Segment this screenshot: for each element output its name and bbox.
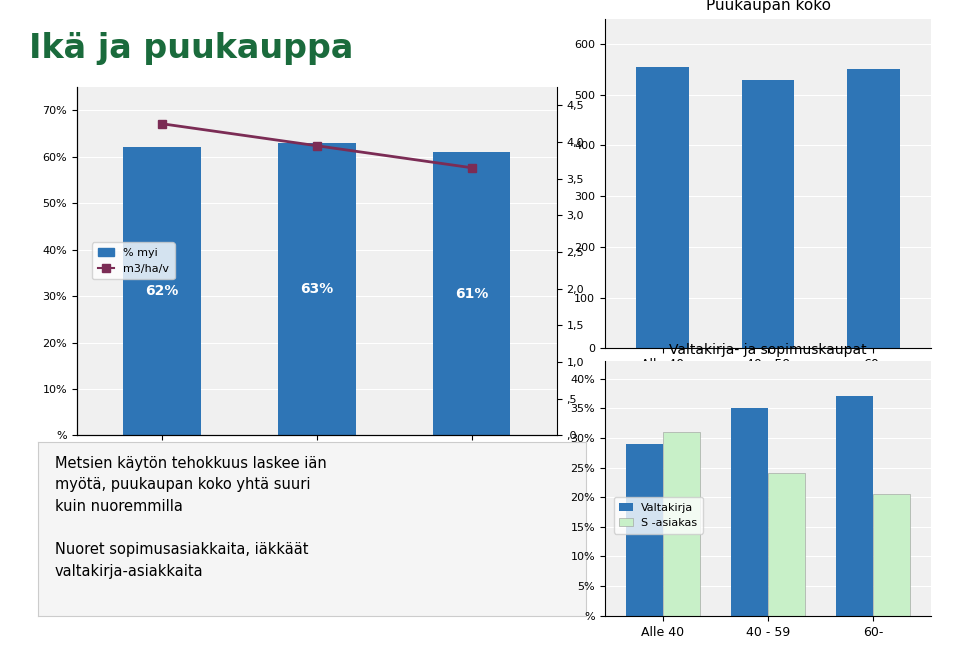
Text: 16: 16 xyxy=(472,637,488,649)
Bar xyxy=(768,473,804,616)
Bar xyxy=(836,396,874,616)
Bar xyxy=(742,80,794,349)
Text: Harri Hänninen: Harri Hänninen xyxy=(19,637,113,649)
Text: Metsien käytön tehokkuus laskee iän
myötä, puukaupan koko yhtä suuri
kuin nuorem: Metsien käytön tehokkuus laskee iän myöt… xyxy=(55,456,326,578)
Text: 61%: 61% xyxy=(455,287,489,301)
Legend: Valtakirja, S -asiakas: Valtakirja, S -asiakas xyxy=(613,497,703,534)
Text: 62%: 62% xyxy=(145,284,179,298)
Bar xyxy=(636,67,689,349)
Title: Valtakirja- ja sopimuskaupat: Valtakirja- ja sopimuskaupat xyxy=(669,343,867,357)
Legend: % myi, m3/ha/v: % myi, m3/ha/v xyxy=(92,242,175,279)
Text: METLA: METLA xyxy=(840,632,931,654)
Bar xyxy=(847,69,900,349)
Bar xyxy=(874,494,910,616)
Bar xyxy=(626,444,662,616)
Text: Ikä ja puukauppa: Ikä ja puukauppa xyxy=(29,32,353,65)
Text: 63%: 63% xyxy=(300,282,333,296)
Bar xyxy=(732,408,768,616)
Title: Puukaupan koko: Puukaupan koko xyxy=(706,0,830,13)
Bar xyxy=(433,152,511,436)
Bar xyxy=(278,143,355,436)
Bar xyxy=(123,147,201,436)
Bar xyxy=(662,432,700,616)
